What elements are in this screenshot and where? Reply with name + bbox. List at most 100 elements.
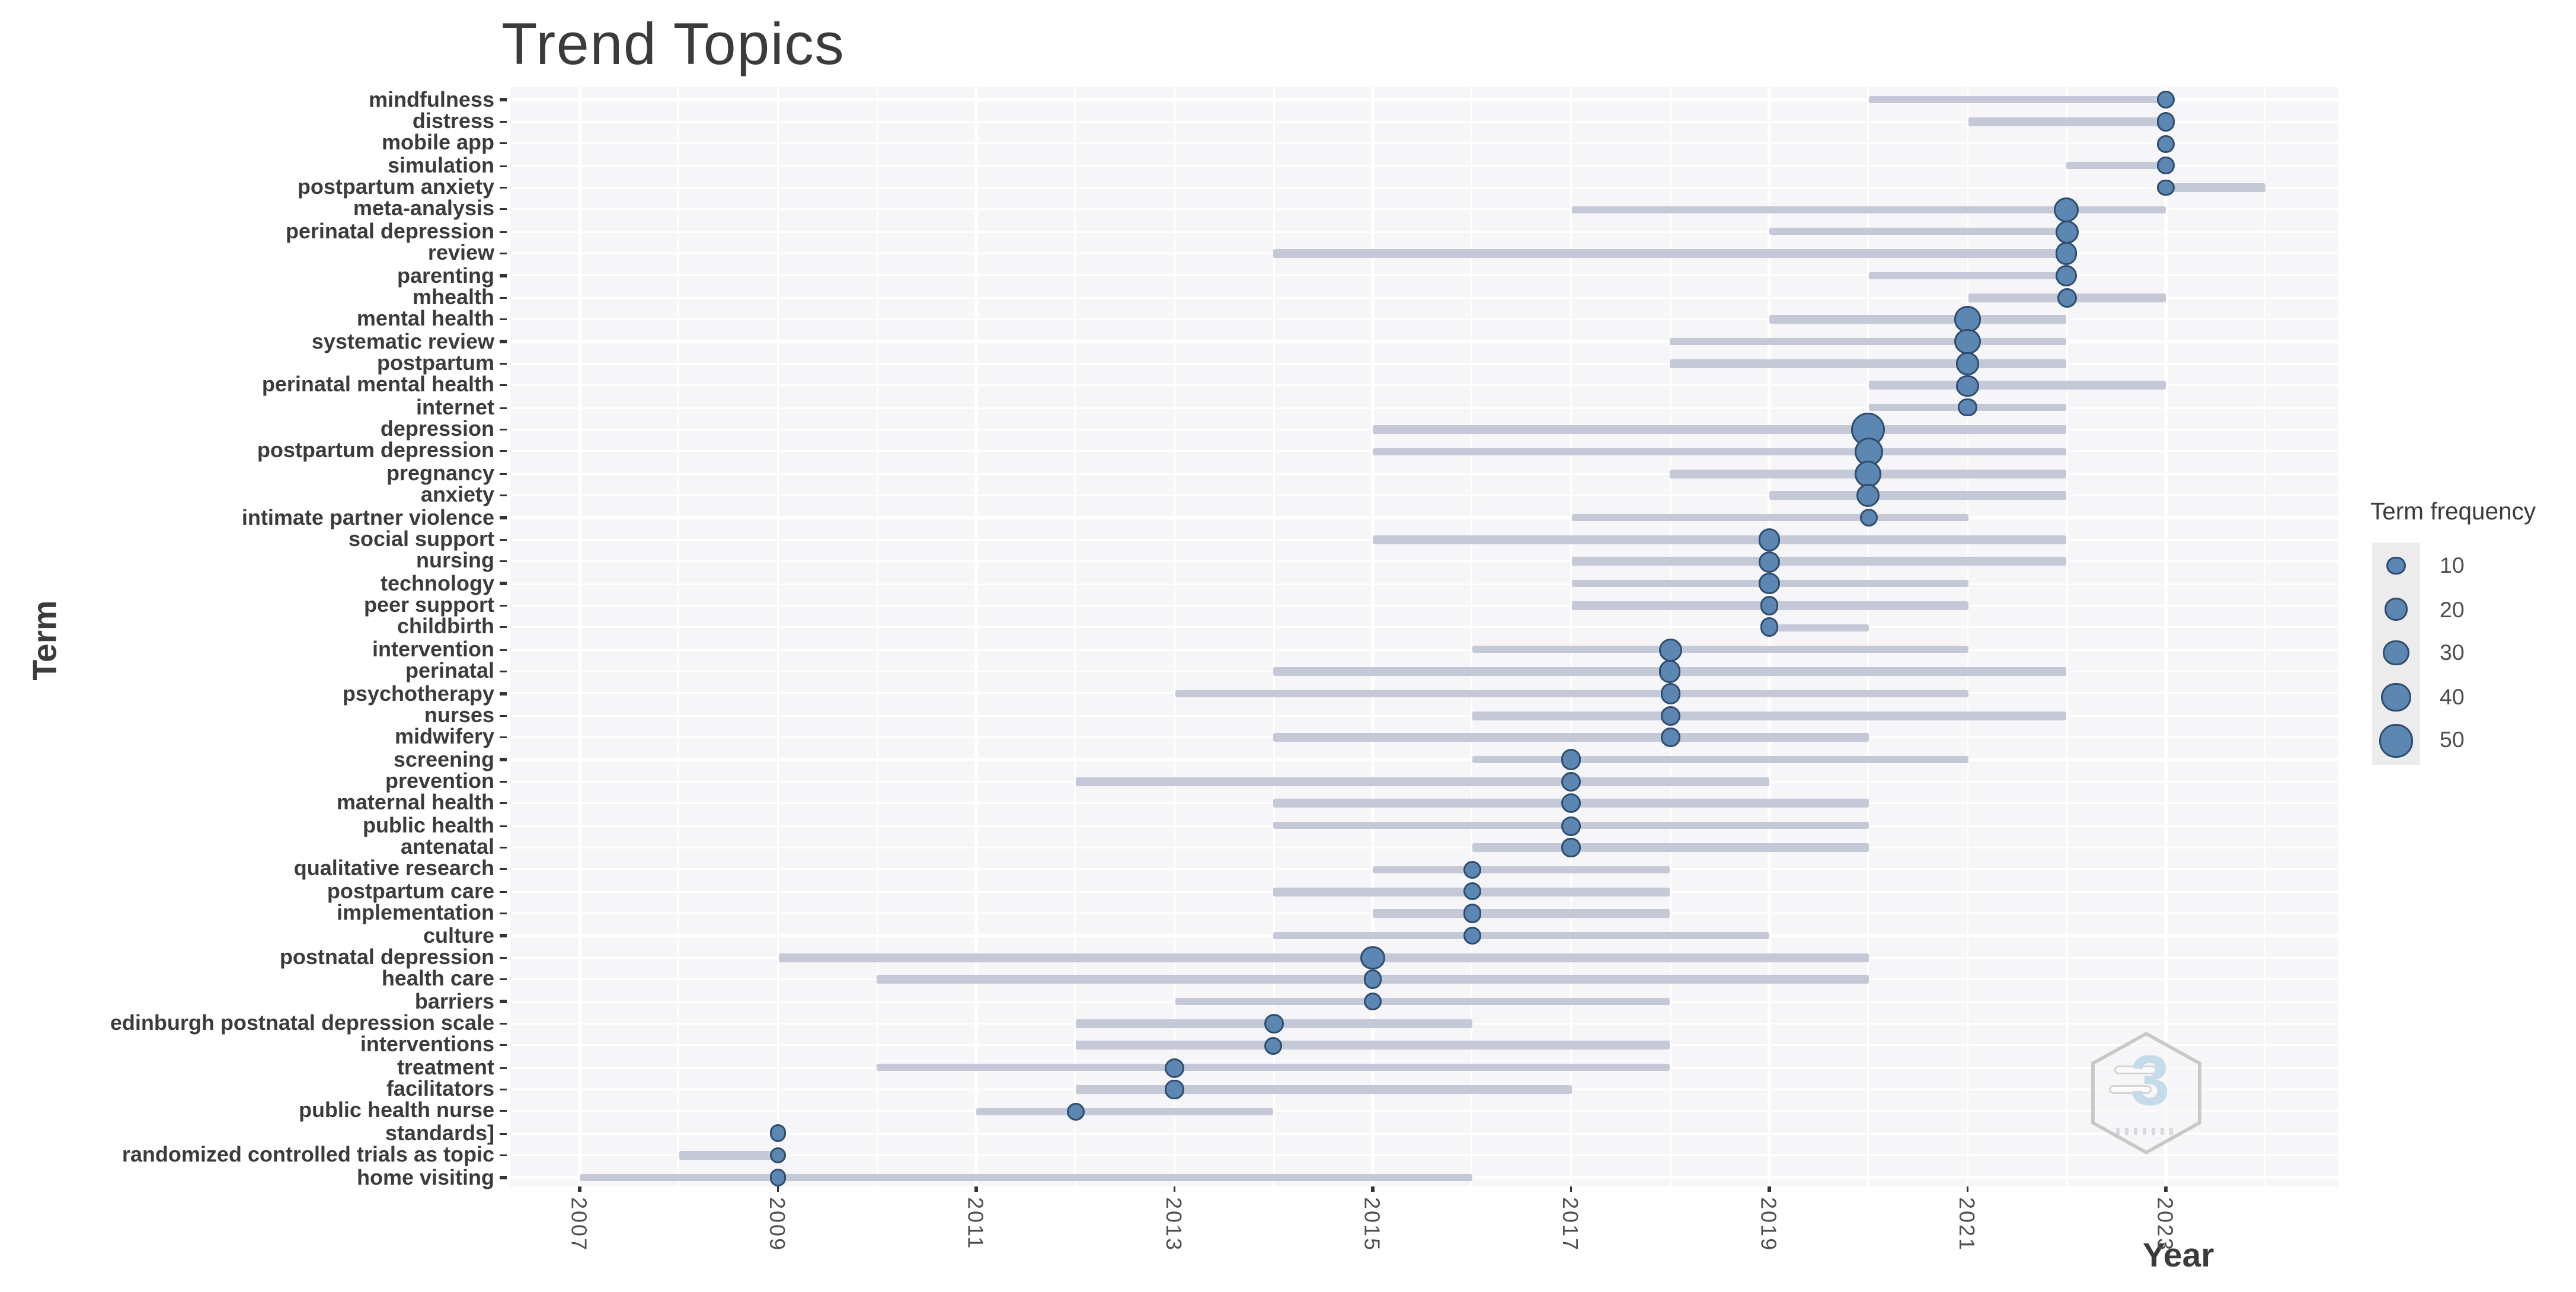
y-axis-term-label: randomized controlled trials as topic [122,1142,494,1167]
term-frequency-dot [1957,375,1979,397]
y-axis-term-label: internet [416,394,494,420]
legend-size-label: 10 [2440,553,2465,578]
gridline-horizontal [510,164,2338,167]
y-axis-tick [498,560,507,563]
y-axis-tick [498,604,507,607]
y-axis-tick [498,230,507,233]
term-frequency-dot [1164,1057,1185,1078]
y-axis-tick [498,1000,507,1003]
term-range-line [1373,865,1670,874]
term-frequency-dot [1462,904,1481,923]
y-axis-tick [498,362,507,365]
term-range-line [1075,1041,1670,1050]
plot-panel [510,87,2338,1186]
x-axis-year-label: 2011 [963,1197,988,1250]
y-axis-tick [498,296,507,299]
term-range-line [1373,535,2067,544]
gridline-minor-vertical [1669,87,1671,1186]
term-range-line [976,1107,1274,1116]
x-axis-tick [579,1186,581,1192]
gridline-horizontal [510,1133,2338,1135]
y-axis-term-label: mhealth [412,284,494,310]
y-axis-tick [498,516,507,519]
y-axis-term-label: technology [380,570,494,596]
y-axis-tick [498,495,507,497]
term-range-line [1273,931,1769,940]
term-range-line [1174,997,1670,1006]
watermark: 3 [2091,1032,2201,1154]
term-range-line [1472,711,2067,720]
y-axis-tick [498,912,507,915]
x-axis-year-label: 2013 [1161,1197,1186,1252]
y-axis-tick [498,714,507,717]
term-range-line [1571,205,2166,214]
y-axis-term-label: interventions [360,1032,494,1058]
term-range-line [1868,381,2166,390]
term-frequency-dot [1856,484,1880,508]
gridline-major-vertical [974,87,978,1186]
y-axis-term-label: barriers [414,988,494,1013]
y-axis-tick [498,164,507,167]
term-range-line [1769,315,2067,324]
gridline-horizontal [510,186,2338,189]
term-range-line [877,1063,1670,1072]
x-axis-tick [1768,1186,1770,1192]
term-frequency-dot [2156,90,2175,109]
term-frequency-dot [2157,135,2175,153]
y-axis-term-label: simulation [387,152,494,178]
term-frequency-dot [1165,1080,1184,1099]
gridline-horizontal [510,296,2338,299]
y-axis-tick [498,1132,507,1135]
y-axis-term-label: meta-analysis [353,196,494,222]
term-frequency-dot [2056,264,2078,286]
legend-size-label: 40 [2440,684,2465,710]
legend-size-circle [2383,640,2409,666]
term-range-line [778,953,1869,962]
legend-size-label: 50 [2440,728,2465,754]
y-axis-tick [498,384,507,387]
term-range-line [1571,557,2067,566]
term-frequency-dot [1264,1013,1284,1033]
y-axis-term-label: distress [412,108,494,133]
x-axis-year-label: 2021 [1954,1197,1979,1252]
y-axis-tick [498,1044,507,1047]
y-axis-term-label: childbirth [397,614,494,640]
gridline-horizontal [510,142,2338,145]
term-frequency-dot [1954,307,1981,333]
y-axis-tick [498,824,507,827]
term-frequency-dot [1363,970,1382,989]
gridline-minor-vertical [1074,87,1076,1186]
y-axis-term-label: psychotherapy [342,680,494,706]
y-axis-term-label: screening [393,746,494,771]
x-axis-year-label: 2019 [1756,1197,1781,1252]
gridline-horizontal [510,758,2338,761]
y-axis-tick [498,692,507,695]
x-axis-tick [1570,1186,1573,1192]
watermark-3-glyph: 3 [2130,1042,2170,1121]
watermark-bar [2114,1065,2157,1074]
gridline-horizontal [510,648,2338,651]
term-frequency-dot [1855,460,1882,487]
y-axis-term-label: home visiting [356,1164,494,1189]
x-axis-title: Year [2143,1238,2214,1275]
term-range-line [1967,117,2166,126]
gridline-major-vertical [2164,87,2168,1186]
term-range-line [1472,645,1968,654]
term-frequency-dot [1066,1102,1085,1121]
y-axis-tick [498,670,507,673]
y-axis-term-label: perinatal depression [285,218,494,244]
term-frequency-dot [1759,596,1779,615]
x-axis-year-label: 2023 [2152,1197,2178,1252]
legend-size-circle [2379,724,2413,757]
y-axis-term-label: social support [348,526,494,551]
y-axis-term-label: postpartum anxiety [297,174,494,200]
y-axis-term-label: mindfulness [368,86,494,111]
gridline-horizontal [510,230,2338,233]
y-axis-tick [498,1022,507,1025]
y-axis-tick [498,780,507,783]
x-axis-tick [975,1186,977,1192]
term-range-line [1373,447,2067,456]
y-axis-tick [498,1066,507,1069]
x-axis-tick [1173,1186,1176,1192]
